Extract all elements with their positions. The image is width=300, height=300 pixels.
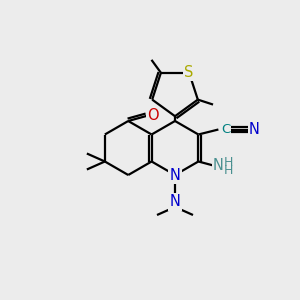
Text: H: H	[224, 164, 233, 177]
Text: N: N	[213, 158, 224, 173]
Text: N: N	[169, 194, 180, 209]
Text: H: H	[224, 156, 233, 169]
Text: C: C	[221, 123, 230, 136]
Text: N: N	[169, 167, 180, 182]
Text: N: N	[249, 122, 260, 137]
Text: O: O	[147, 109, 159, 124]
Text: S: S	[184, 65, 194, 80]
